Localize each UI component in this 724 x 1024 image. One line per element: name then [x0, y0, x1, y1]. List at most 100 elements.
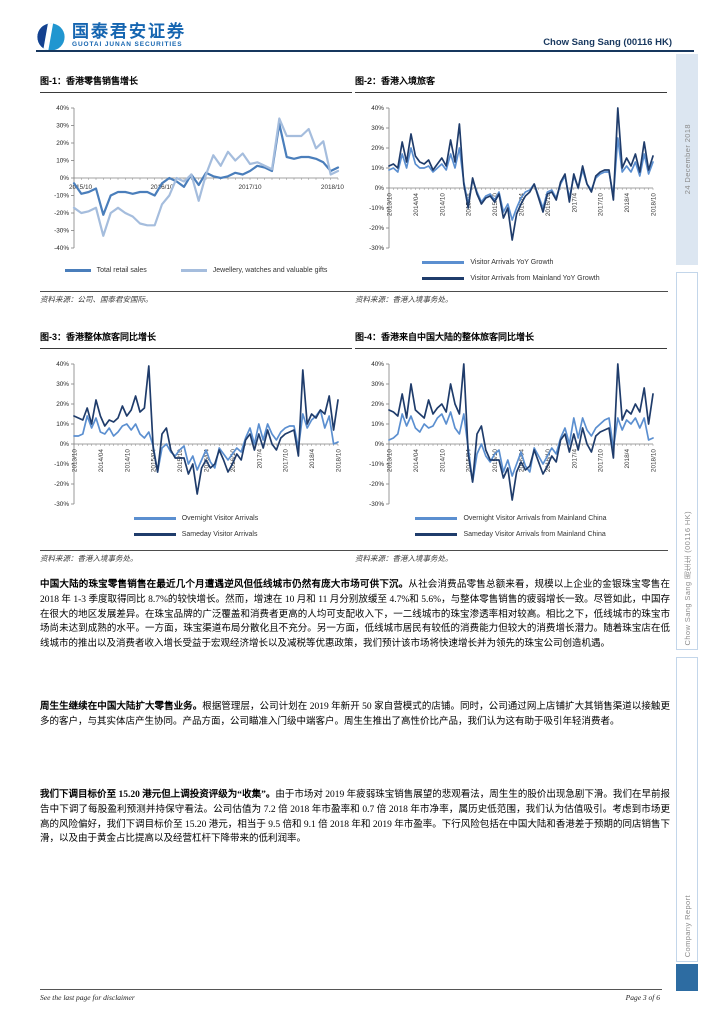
brand-name-cn: 国泰君安证券 — [72, 22, 186, 41]
legend-line-swatch — [180, 269, 207, 272]
svg-text:-20%: -20% — [54, 481, 69, 488]
sidebar-accent-square — [676, 964, 698, 991]
footer-page-number: Page 3 of 6 — [625, 993, 660, 1002]
legend-label: Total retail sales — [96, 267, 147, 274]
svg-text:40%: 40% — [56, 105, 69, 112]
svg-text:2017/10: 2017/10 — [598, 193, 605, 217]
svg-text:-10%: -10% — [369, 461, 384, 468]
svg-text:30%: 30% — [56, 123, 69, 130]
legend-item: Overnight Visitor Arrivals from Mainland… — [415, 515, 607, 522]
svg-text:-30%: -30% — [54, 228, 69, 235]
legend-label: Jewellery, watches and valuable gifts — [212, 267, 328, 274]
svg-text:2018/4: 2018/4 — [624, 193, 631, 213]
figure-1-title: 图-1：香港零售销售增长 — [40, 74, 352, 93]
chart-line-series — [388, 363, 654, 501]
figure-2-legend: Visitor Arrivals YoY Growth Visitor Arriv… — [422, 259, 600, 282]
figure-1-legend: Total retail sales Jewellery, watches and… — [40, 267, 352, 274]
legend-label: Visitor Arrivals YoY Growth — [470, 259, 554, 266]
svg-text:0%: 0% — [60, 441, 70, 448]
paragraph-mainland-jewellery: 中国大陆的珠宝零售销售在最近几个月遭遇逆风但低线城市仍然有庞大市场可供下沉。从社… — [40, 578, 670, 652]
svg-text:-20%: -20% — [369, 481, 384, 488]
paragraph-3-lead: 我们下调目标价至 15.20 港元但上调投资评级为“收集”。 — [40, 790, 276, 800]
paragraph-1-lead: 中国大陆的珠宝零售销售在最近几个月遭遇逆风但低线城市仍然有庞大市场可供下沉。 — [40, 580, 409, 590]
sidebar-report-type-text: Company Report — [682, 894, 692, 957]
legend-line-swatch — [415, 533, 458, 536]
figure-3: 图-3：香港整体旅客同比增长 -30% -20% -10% 0% 10% 20% 30% 40… — [40, 330, 352, 538]
chart-line-series — [72, 117, 340, 237]
svg-text:20%: 20% — [371, 401, 384, 408]
svg-text:0%: 0% — [375, 185, 385, 192]
svg-text:10%: 10% — [56, 158, 69, 165]
svg-text:2016/10: 2016/10 — [545, 449, 552, 473]
legend-item: Jewellery, watches and valuable gifts — [180, 267, 328, 274]
legend-item: Total retail sales — [64, 267, 147, 274]
svg-text:2015/10: 2015/10 — [69, 184, 93, 191]
paragraph-2-body: 根据管理层，公司计划在 2019 年新开 50 家自营模式的店铺。同时，公司通过… — [40, 702, 670, 727]
svg-text:2016/10: 2016/10 — [150, 184, 174, 191]
figure-4-title: 图-4：香港来自中国大陆的整体旅客同比增长 — [355, 330, 667, 349]
legend-line-swatch — [415, 517, 458, 520]
legend-label: Sameday Visitor Arrivals — [181, 531, 258, 538]
svg-text:-20%: -20% — [369, 225, 384, 232]
header-divider — [36, 50, 694, 52]
guotai-junan-logo-icon — [36, 22, 66, 52]
chart-line-series — [73, 409, 339, 473]
svg-text:40%: 40% — [371, 361, 384, 368]
svg-text:-30%: -30% — [369, 501, 384, 508]
svg-text:-10%: -10% — [54, 193, 69, 200]
svg-text:2017/10: 2017/10 — [238, 184, 262, 191]
paragraph-target-price: 我们下调目标价至 15.20 港元但上调投资评级为“收集”。由于市场对 2019… — [40, 788, 670, 847]
svg-text:2017/4: 2017/4 — [571, 193, 578, 213]
legend-line-swatch — [133, 533, 176, 536]
svg-text:-30%: -30% — [369, 245, 384, 252]
chart-line-series — [388, 107, 654, 241]
legend-label: Overnight Visitor Arrivals — [181, 515, 259, 522]
figure-4-legend: Overnight Visitor Arrivals from Mainland… — [415, 515, 607, 538]
svg-text:2017/10: 2017/10 — [598, 449, 605, 473]
chart-svg: -30% -20% -10% 0% 10% 20% 30% 40% 2013/10 2014/04… — [369, 361, 657, 508]
svg-text:30%: 30% — [371, 381, 384, 388]
legend-label: Overnight Visitor Arrivals from Mainland… — [463, 515, 607, 522]
figure-4-source: 资料来源：香港入境事务处。 — [355, 554, 453, 563]
svg-text:10%: 10% — [371, 165, 384, 172]
legend-line-swatch — [64, 269, 91, 272]
chart-svg: -40% -30% -20% -10% 0% 10% 20% 30% 40% 2015/10 201… — [54, 105, 345, 252]
paragraph-1-body: 从社会消费品零售总额来看，规模以上企业的金银珠宝零售在 2018 年 1-3 季… — [40, 580, 670, 650]
svg-text:2016/04: 2016/04 — [519, 193, 526, 217]
chart-line-series — [73, 365, 339, 495]
svg-text:2013/10: 2013/10 — [387, 449, 394, 473]
figure-2: 图-2：香港入境旅客 -30% -20% -10% 0% 10% 20% 30% 40% 201… — [355, 74, 667, 282]
svg-text:30%: 30% — [371, 125, 384, 132]
paragraph-2-lead: 周生生继续在中国大陆扩大零售业务。 — [40, 702, 203, 712]
svg-text:-10%: -10% — [54, 461, 69, 468]
figure-1-source: 资料来源：公司、国泰君安国际。 — [40, 295, 153, 304]
svg-text:2018/4: 2018/4 — [624, 449, 631, 469]
paragraph-retail-expansion: 周生生继续在中国大陆扩大零售业务。根据管理层，公司计划在 2019 年新开 50… — [40, 700, 670, 730]
svg-text:10%: 10% — [371, 421, 384, 428]
sidebar-date-text: 24 December 2018 — [682, 124, 692, 195]
figure-4: 图-4：香港来自中国大陆的整体旅客同比增长 -30% -20% -10% 0% 10% 2… — [355, 330, 667, 538]
chart-line-series — [388, 411, 654, 483]
svg-text:2018/10: 2018/10 — [321, 184, 345, 191]
svg-text:2014/10: 2014/10 — [439, 193, 446, 217]
legend-label: Sameday Visitor Arrivals from Mainland C… — [463, 531, 606, 538]
svg-text:0%: 0% — [375, 441, 385, 448]
svg-text:2015/04: 2015/04 — [151, 449, 158, 473]
svg-text:2017/4: 2017/4 — [256, 449, 263, 469]
report-stock-title: Chow Sang Sang (00116 HK) — [543, 37, 672, 48]
svg-text:30%: 30% — [56, 381, 69, 388]
svg-text:2016/04: 2016/04 — [519, 449, 526, 473]
svg-text:40%: 40% — [371, 105, 384, 112]
sidebar-stock-box: Chow Sang Sang 周生生 (00116 HK) — [676, 272, 698, 650]
figure-1: 图-1：香港零售销售增长 -40% -30% -20% -10% 0% 10% 20% 30%… — [40, 74, 352, 274]
svg-text:2014/04: 2014/04 — [98, 449, 105, 473]
svg-text:40%: 40% — [56, 361, 69, 368]
paragraph-3-body: 由于市场对 2019 年疲弱珠宝销售展望的悲观看法，周生生的股价出现急剧下滑。我… — [40, 790, 670, 845]
figure-3-title: 图-3：香港整体旅客同比增长 — [40, 330, 352, 349]
svg-text:2017/10: 2017/10 — [283, 449, 290, 473]
figure-2-title: 图-2：香港入境旅客 — [355, 74, 667, 93]
figure-2-source: 资料来源：香港入境事务处。 — [355, 295, 453, 304]
sidebar-stock-text: Chow Sang Sang 周生生 (00116 HK) — [682, 510, 692, 645]
svg-text:2015/10: 2015/10 — [492, 193, 499, 217]
figure-3-legend: Overnight Visitor Arrivals Sameday Visito… — [133, 515, 259, 538]
